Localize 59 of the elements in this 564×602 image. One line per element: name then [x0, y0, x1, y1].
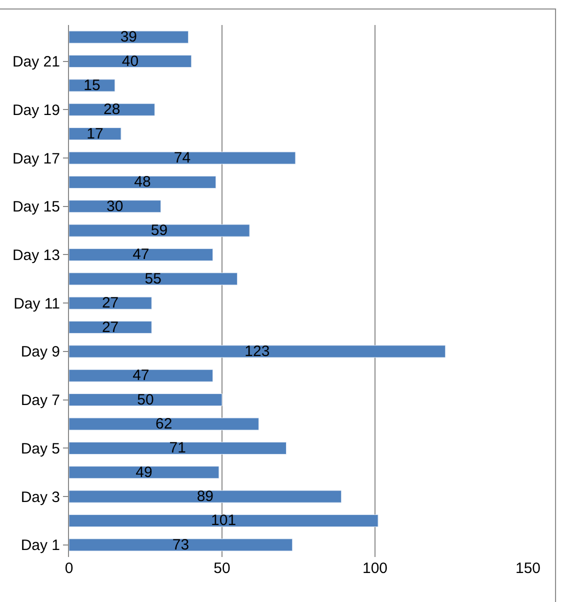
bar [69, 320, 152, 334]
x-tick-label: 50 [214, 560, 230, 577]
bar [69, 514, 378, 528]
bar [69, 442, 287, 454]
y-tick-label: Day 17 [12, 150, 60, 168]
bar [69, 224, 250, 237]
bar [69, 54, 192, 68]
data-label: 74 [174, 150, 191, 166]
y-tick-label: Day 9 [20, 344, 60, 361]
bar [69, 394, 222, 406]
bar [69, 152, 296, 164]
bar [69, 272, 238, 286]
bar [69, 103, 155, 116]
x-tick-label: 150 [515, 560, 541, 577]
bar [69, 176, 216, 188]
data-label: 71 [169, 440, 186, 457]
y-tick-label: Day 11 [14, 295, 60, 312]
data-label: 30 [106, 198, 124, 215]
data-label: 48 [134, 174, 151, 191]
y-tick-label: Day 5 [20, 440, 60, 458]
data-label: 50 [137, 391, 154, 408]
y-tick-label: Day 7 [20, 392, 60, 410]
bar [69, 538, 293, 552]
bar [69, 248, 214, 262]
data-label: 17 [86, 125, 104, 142]
x-tick-label: 0 [64, 560, 74, 577]
bar [69, 200, 162, 213]
data-label: 55 [144, 270, 162, 288]
data-label: 101 [211, 512, 236, 530]
data-label: 49 [136, 464, 152, 481]
bar [69, 490, 342, 503]
data-label: 73 [172, 536, 190, 554]
bar [69, 128, 122, 140]
bar [69, 369, 214, 382]
data-label: 47 [132, 367, 150, 384]
y-tick-label: Day 1 [20, 537, 60, 554]
data-label: 27 [102, 294, 119, 312]
data-label: 89 [196, 488, 214, 506]
bar [69, 345, 446, 358]
bar [69, 466, 220, 479]
data-label: 123 [244, 342, 270, 360]
y-tick-label: Day 3 [20, 488, 60, 506]
y-tick-label: Day 19 [12, 102, 60, 119]
y-tick-label: Day 13 [12, 246, 60, 264]
bar [69, 79, 116, 92]
bar [69, 418, 259, 430]
y-tick-label: Day 15 [12, 198, 60, 216]
data-label: 28 [103, 101, 120, 118]
x-tick-label: 100 [362, 560, 388, 577]
data-label: 62 [156, 416, 172, 432]
data-label: 39 [120, 28, 138, 46]
data-label: 47 [132, 246, 150, 264]
data-label: 40 [122, 52, 139, 70]
bar [69, 296, 152, 310]
data-label: 59 [150, 222, 168, 240]
y-tick-label: Day 21 [12, 54, 60, 71]
data-label: 15 [84, 76, 100, 94]
data-label: 27 [102, 318, 119, 336]
bar [69, 30, 189, 44]
